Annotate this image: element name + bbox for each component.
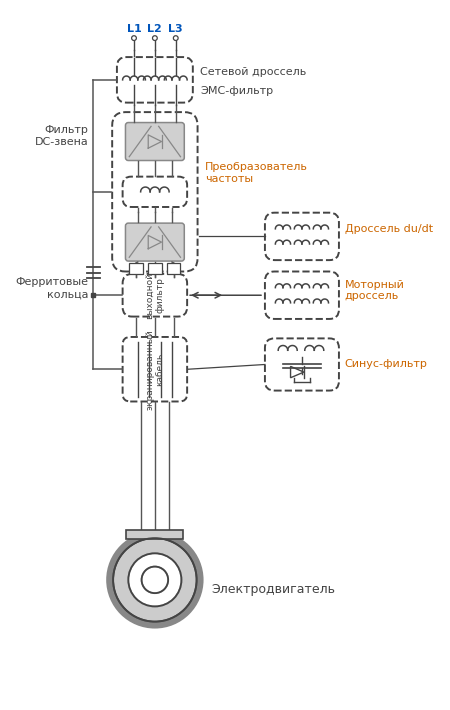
Bar xyxy=(167,263,180,274)
Text: Дроссель du/dt: Дроссель du/dt xyxy=(345,224,433,234)
Text: Электродвигатель: Электродвигатель xyxy=(212,583,336,596)
Text: ЭМС-фильтр: ЭМС-фильтр xyxy=(200,86,274,97)
FancyBboxPatch shape xyxy=(126,223,184,261)
Text: выходной
фильтр: выходной фильтр xyxy=(145,272,165,319)
Text: Ферритовые
кольца: Ферритовые кольца xyxy=(15,278,89,299)
Text: L1: L1 xyxy=(126,24,141,34)
Bar xyxy=(126,530,183,539)
Text: L2: L2 xyxy=(148,24,162,34)
Text: Преобразователь
частоты: Преобразователь частоты xyxy=(205,162,308,184)
Bar xyxy=(91,293,95,297)
Text: Фильтр
DC-звена: Фильтр DC-звена xyxy=(35,125,89,147)
Text: Моторный
дроссель: Моторный дроссель xyxy=(345,280,405,301)
Text: L3: L3 xyxy=(168,24,183,34)
Bar xyxy=(148,263,162,274)
Circle shape xyxy=(113,538,197,621)
Text: Сетевой дроссель: Сетевой дроссель xyxy=(200,67,306,77)
Text: Синус-фильтр: Синус-фильтр xyxy=(345,359,427,369)
FancyBboxPatch shape xyxy=(126,123,184,160)
Text: экранированный
кабель: экранированный кабель xyxy=(145,329,165,410)
Bar xyxy=(129,263,143,274)
